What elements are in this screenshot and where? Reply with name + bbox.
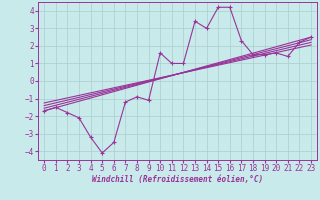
X-axis label: Windchill (Refroidissement éolien,°C): Windchill (Refroidissement éolien,°C): [92, 175, 263, 184]
